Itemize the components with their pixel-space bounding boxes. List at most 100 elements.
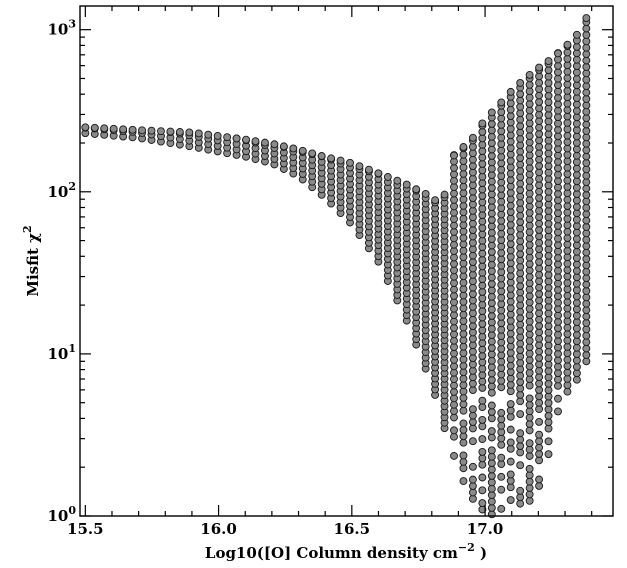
- scatter-point: [525, 394, 534, 403]
- scatter-point: [535, 123, 544, 132]
- scatter-point: [450, 151, 458, 160]
- scatter-point: [468, 174, 477, 183]
- scatter-point: [506, 457, 515, 466]
- scatter-point: [468, 219, 477, 228]
- scatter-point: [393, 176, 402, 185]
- scatter-point: [516, 493, 525, 502]
- scatter-point: [487, 452, 496, 461]
- scatter-point: [582, 280, 591, 289]
- scatter-point: [563, 221, 572, 230]
- scatter-point: [544, 123, 553, 132]
- scatter-point: [478, 460, 487, 469]
- scatter-point: [289, 144, 298, 153]
- scatter-point: [535, 168, 544, 177]
- scatter-point: [506, 220, 515, 229]
- scatter-point: [525, 196, 534, 204]
- scatter-point: [572, 196, 581, 205]
- scatter-point: [582, 82, 591, 91]
- scatter-point: [185, 128, 194, 137]
- scatter-point: [563, 144, 572, 153]
- scatter-point: [535, 97, 544, 106]
- scatter-point: [440, 190, 449, 199]
- scatter-point: [497, 408, 506, 417]
- scatter-point: [138, 126, 146, 135]
- scatter-point: [251, 137, 260, 146]
- scatter-point: [478, 134, 487, 143]
- scatter-point: [572, 81, 581, 90]
- scatter-point: [572, 305, 581, 314]
- scatter-point: [516, 90, 525, 98]
- y-axis-title: Misfit χ2: [21, 225, 42, 296]
- y-tick-label: 102: [47, 180, 76, 201]
- scatter-point: [506, 438, 515, 447]
- scatter-point: [572, 55, 581, 64]
- scatter-point: [525, 119, 534, 128]
- scatter-point: [563, 362, 572, 370]
- scatter-point: [535, 213, 544, 222]
- scatter-point: [582, 344, 591, 353]
- scatter-point: [128, 125, 137, 134]
- scatter-point: [459, 143, 468, 151]
- scatter-point: [544, 57, 553, 66]
- y-axis: 100 101 102 103: [47, 18, 613, 525]
- scatter-point: [497, 133, 506, 142]
- scatter-point: [109, 124, 118, 133]
- scatter-point: [497, 472, 506, 481]
- scatter-point: [487, 108, 496, 117]
- scatter-point: [497, 98, 506, 107]
- scatter-point: [450, 451, 458, 460]
- scatter-point: [487, 139, 496, 148]
- scatter-point: [421, 189, 430, 198]
- scatter-point: [544, 335, 553, 343]
- scatter-point: [516, 486, 525, 495]
- scatter-point: [554, 170, 562, 179]
- scatter-point: [497, 383, 506, 392]
- scatter-point: [563, 330, 572, 338]
- scatter-point: [487, 203, 496, 212]
- scatter-point: [478, 415, 487, 424]
- scatter-point: [478, 147, 487, 156]
- scatter-point: [563, 74, 572, 82]
- scatter-point: [487, 292, 496, 301]
- y-tick-label: 103: [47, 18, 76, 39]
- scatter-point: [478, 179, 487, 188]
- scatter-point: [487, 484, 496, 493]
- scatter-point: [516, 147, 525, 156]
- scatter-point: [459, 464, 468, 473]
- scatter-point: [516, 198, 525, 207]
- scatter-point: [535, 398, 544, 407]
- y-tick-label: 101: [47, 342, 76, 363]
- scatter-point: [572, 100, 581, 109]
- scatter-point: [582, 235, 591, 244]
- y-tick-label: 100: [47, 504, 76, 525]
- scatter-point: [506, 124, 515, 133]
- x-tick-label: 16.0: [200, 520, 237, 538]
- scatter-point: [90, 123, 99, 132]
- scatter-point: [563, 67, 572, 76]
- scatter-point: [450, 240, 458, 249]
- scatter-point: [544, 271, 553, 279]
- scatter-point: [468, 341, 477, 350]
- scatter-point: [497, 165, 506, 174]
- scatter-point: [544, 91, 553, 100]
- scatter-point: [572, 132, 581, 141]
- scatter-point: [516, 122, 525, 130]
- scatter-point: [487, 388, 496, 397]
- scatter-point: [535, 245, 544, 254]
- scatter-point: [582, 14, 591, 22]
- scatter-point: [554, 247, 562, 256]
- scatter-point: [487, 324, 496, 333]
- scatter-point: [478, 435, 487, 444]
- scatter-point: [516, 333, 525, 342]
- scatter-point: [525, 215, 534, 224]
- scatter-point: [506, 374, 515, 383]
- scatter-point: [563, 54, 572, 63]
- scatter-point: [383, 173, 392, 181]
- scatter-point: [204, 130, 213, 139]
- scatter-point: [563, 80, 572, 89]
- scatter-point: [525, 266, 534, 275]
- scatter-point: [554, 394, 562, 403]
- scatter-point: [336, 156, 345, 165]
- scatter-point: [535, 366, 544, 375]
